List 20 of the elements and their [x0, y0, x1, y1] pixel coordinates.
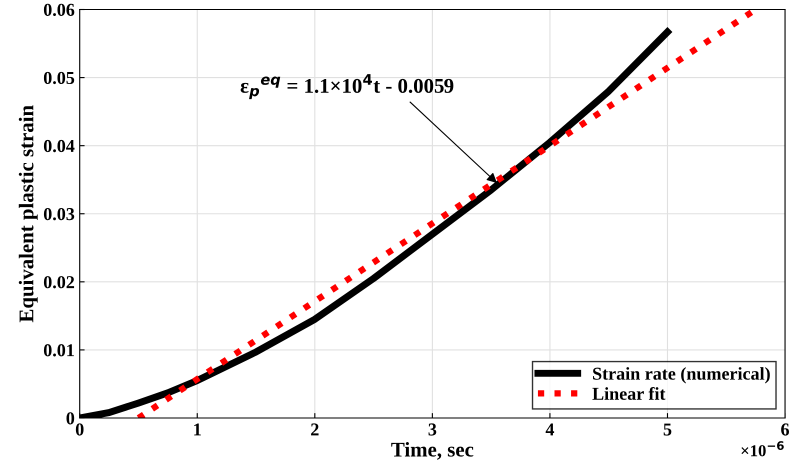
x-tick-label: 4 [546, 424, 554, 436]
text: ×10$^{−6}$ [741, 441, 784, 456]
x-tick-label: 2 [311, 423, 319, 436]
legend-label: Strain rate (numerical) [593, 367, 770, 384]
y-tick-label: 0.03 [44, 208, 74, 220]
x-tick-label: 1 [194, 423, 201, 436]
y-tick-label: 0.05 [44, 72, 74, 84]
y-tick-label: 0 [66, 412, 74, 424]
x-tick-label: 5 [664, 424, 672, 436]
annotation: ε$_{p}$$^{eq}$ = 1.1×10$^{4}$t - 0.0059 [240, 74, 454, 100]
x-tick-label: 0 [76, 423, 84, 436]
y-tick-label: 0.06 [44, 4, 74, 16]
y-tick-label: 0.02 [44, 276, 74, 288]
legend-label: Linear fit [592, 387, 666, 400]
y-tick-label: 0.04 [44, 140, 75, 152]
x-tick-label: 3 [428, 423, 436, 436]
x-tick-label: 6 [781, 423, 790, 436]
x-axis-title: Time, sec [391, 442, 474, 460]
y-axis-title: Equivalent plastic strain [18, 105, 38, 322]
y-tick-label: 0.01 [44, 344, 74, 356]
